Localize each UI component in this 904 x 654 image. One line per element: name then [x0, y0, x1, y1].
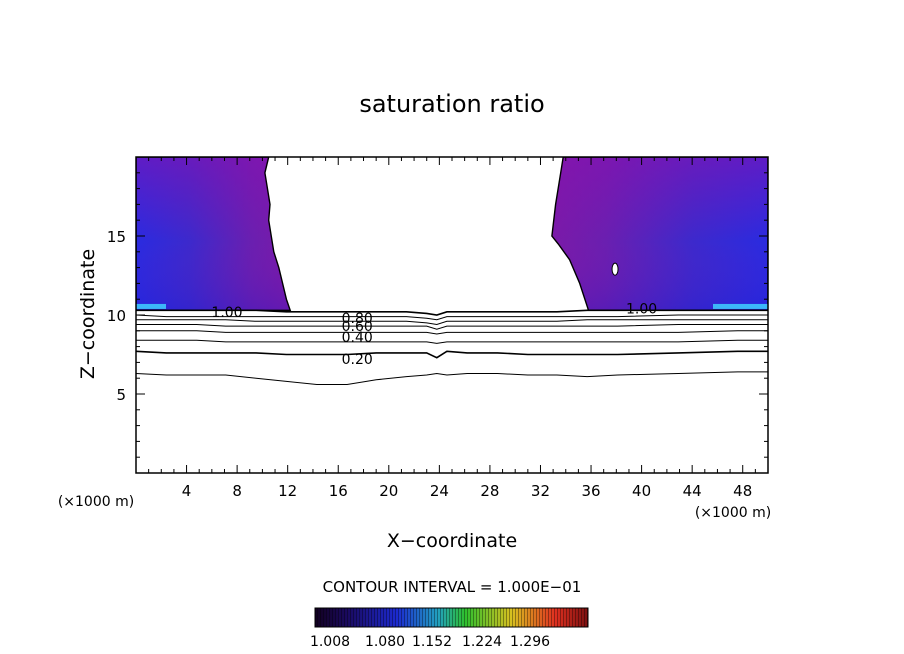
chart-title: saturation ratio [359, 90, 544, 118]
x-tick-label: 48 [733, 482, 752, 500]
contour-line-0-50 [136, 324, 768, 330]
contour-label-0-40: 0.40 [342, 330, 373, 346]
x-tick-label: 40 [632, 482, 651, 500]
contour-label-0-80: 0.80 [342, 311, 373, 327]
supersaturated-fill [136, 157, 768, 311]
contour-label-0-20: 0.20 [342, 352, 373, 368]
colorbar-tick-label: 1.296 [510, 634, 550, 650]
x-tick-label: 20 [379, 482, 398, 500]
y-unit-label: (×1000 m) [58, 494, 134, 510]
colorbar-frame [314, 607, 589, 628]
y-tick-label: 5 [116, 386, 126, 404]
max-ratio-strip-right [713, 303, 768, 309]
x-unit-label: (×1000 m) [695, 505, 771, 521]
contour-label-0-60: 0.60 [342, 319, 373, 335]
subsaturated-pocket [611, 262, 619, 276]
y-tick-label: 15 [107, 228, 126, 246]
supersaturated-shade-right [551, 157, 768, 311]
contour-line-0-60 [136, 319, 768, 326]
colorbar-tick-label: 1.008 [310, 634, 350, 650]
x-tick-label: 32 [531, 482, 550, 500]
x-tick-label: 4 [182, 482, 192, 500]
x-tick-label: 44 [683, 482, 702, 500]
max-ratio-strip-left [136, 303, 166, 309]
x-axis-label: X−coordinate [387, 530, 517, 552]
contour-interval-text: CONTOUR INTERVAL = 1.000E−01 [323, 578, 582, 596]
x-tick-label: 36 [581, 482, 600, 500]
x-tick-label: 28 [480, 482, 499, 500]
x-tick-label: 8 [232, 482, 242, 500]
colorbar-tick-label: 1.080 [365, 634, 405, 650]
contour-label-1-00: 1.00 [626, 302, 657, 318]
contour-line-0-20 [136, 350, 768, 359]
contour-line-0-30 [136, 339, 768, 344]
colorbar-tick-label: 1.224 [462, 634, 502, 650]
colorbar-divisions [315, 608, 588, 627]
colorbar-labels: 1.008 1.080 1.152 1.224 1.296 [310, 634, 550, 650]
contour-line-0-10 [136, 371, 768, 385]
contour-label-1-00: 1.00 [211, 305, 242, 321]
y-axis-label: Z−coordinate [77, 249, 99, 379]
x-tick-label: 16 [329, 482, 348, 500]
supersaturated-shade-left [136, 157, 291, 311]
x-tick-label: 24 [430, 482, 449, 500]
contour-line-0-40 [136, 330, 768, 335]
y-tick-label: 10 [107, 307, 126, 325]
contour-line-0-80 [136, 314, 768, 321]
contour-lines [136, 309, 768, 385]
contour-line-1-00 [136, 309, 768, 316]
x-tick-label: 12 [278, 482, 297, 500]
contour-labels: 0.20 0.400.600.80 1.00 1.00 [211, 302, 657, 369]
colorbar-tick-label: 1.152 [412, 634, 452, 650]
